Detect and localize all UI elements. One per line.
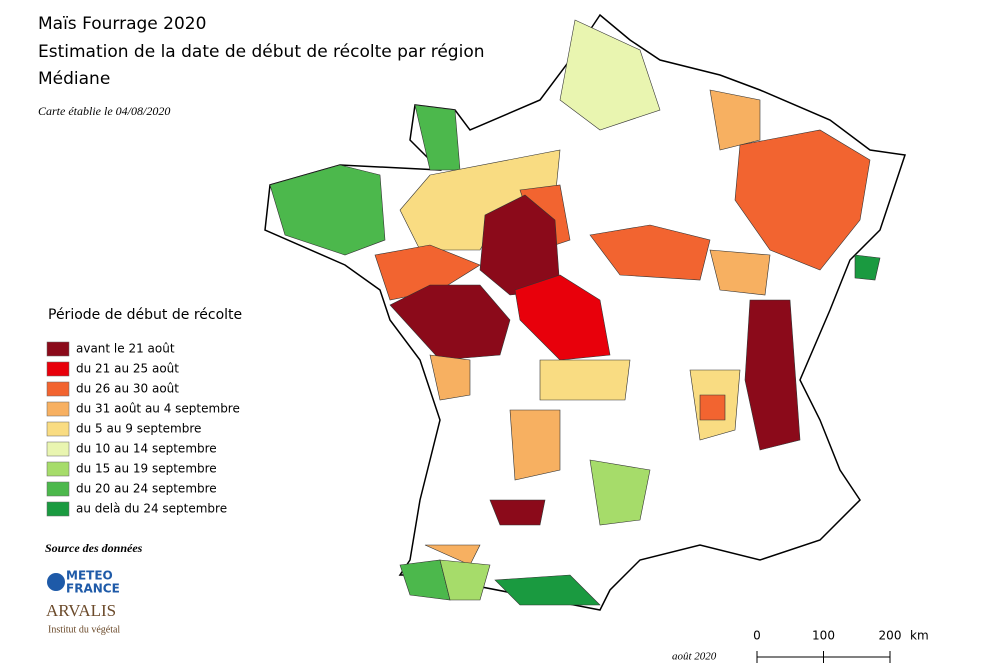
legend-title: Période de début de récolte [48, 307, 242, 323]
legend-label: au delà du 24 septembre [76, 502, 227, 516]
title: Estimation de la date de début de récolt… [38, 42, 485, 62]
region [514, 274, 611, 361]
region [269, 164, 386, 256]
region [744, 299, 801, 451]
logo-text: Institut du végétal [48, 624, 120, 635]
region [699, 394, 726, 421]
logo-text: FRANCE [66, 582, 120, 596]
region [429, 354, 471, 401]
legend-swatch [46, 461, 70, 477]
region [589, 459, 651, 526]
source-title: Source des données [45, 541, 143, 555]
region [539, 359, 631, 401]
region [709, 89, 761, 151]
legend-label: du 10 au 14 septembre [76, 442, 217, 456]
logo-text: METEO [66, 569, 113, 583]
region [854, 254, 881, 281]
legend-label: avant le 21 août [76, 342, 175, 356]
scale-label: 200 [879, 629, 902, 643]
logo-text: ARVALIS [46, 601, 116, 620]
region [374, 244, 481, 301]
scale-label: 0 [753, 629, 761, 643]
region [494, 574, 601, 606]
title: Médiane [38, 69, 110, 89]
region [559, 19, 661, 131]
region [589, 224, 711, 281]
subtitle: Carte établie le 04/08/2020 [38, 104, 170, 118]
legend-label: du 31 août au 4 septembre [76, 402, 240, 416]
region [734, 129, 871, 271]
logo-icon [47, 573, 65, 591]
legend-swatch [46, 501, 70, 517]
scale-label: 100 [812, 629, 835, 643]
legend-swatch [46, 381, 70, 397]
legend-label: du 20 au 24 septembre [76, 482, 217, 496]
legend-label: du 21 au 25 août [76, 362, 179, 376]
footer: août 2020 [672, 651, 717, 663]
region [489, 499, 546, 526]
legend-swatch [46, 401, 70, 417]
region [424, 544, 481, 566]
region [709, 249, 771, 296]
region [509, 409, 561, 481]
legend-swatch [46, 481, 70, 497]
legend-label: du 5 au 9 septembre [76, 422, 201, 436]
legend-label: du 26 au 30 août [76, 382, 179, 396]
legend-swatch [46, 341, 70, 357]
legend-swatch [46, 421, 70, 437]
scale-unit: km [910, 629, 929, 643]
legend-label: du 15 au 19 septembre [76, 462, 217, 476]
title: Maïs Fourrage 2020 [38, 14, 206, 34]
legend-swatch [46, 361, 70, 377]
region [439, 559, 491, 601]
legend-swatch [46, 441, 70, 457]
